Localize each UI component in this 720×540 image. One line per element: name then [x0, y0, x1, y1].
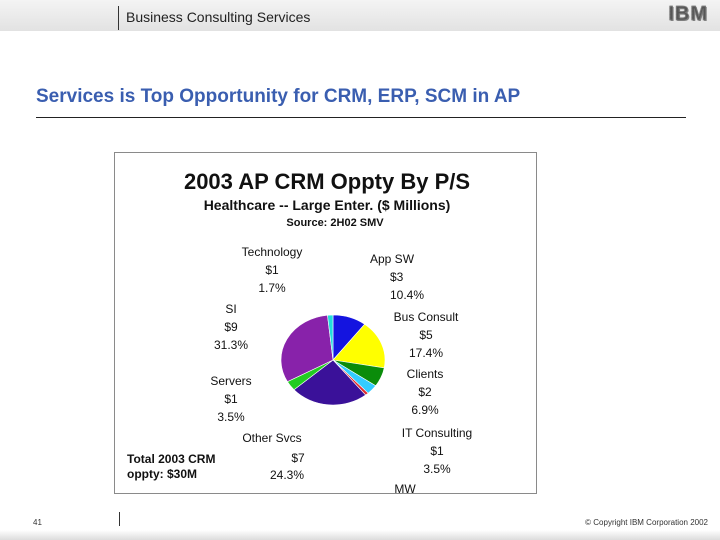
slice-value-app-sw: $3	[390, 270, 404, 284]
slice-label-app-sw: App SW	[370, 252, 415, 266]
slice-percent-technology: 1.7%	[258, 281, 286, 295]
chart-frame: 2003 AP CRM Oppty By P/S Healthcare -- L…	[114, 152, 537, 494]
slice-percent-bus-consult: 17.4%	[409, 346, 443, 360]
slice-value-it-consulting: $1	[430, 444, 444, 458]
total-note-line1: Total 2003 CRM	[127, 452, 215, 466]
footer-divider	[119, 512, 120, 526]
slice-percent-si: 31.3%	[214, 338, 248, 352]
slice-percent-app-sw: 10.4%	[390, 288, 424, 302]
footer-bar	[0, 530, 720, 540]
pie-slice-other-svcs	[293, 359, 367, 406]
pie-chart: 2003 AP CRM Oppty By P/S Healthcare -- L…	[127, 169, 472, 493]
header-divider	[118, 6, 119, 30]
ibm-logo: IBM	[668, 3, 708, 26]
slide-title: Services is Top Opportunity for CRM, ERP…	[36, 86, 521, 107]
slice-value-other-svcs: $7	[291, 451, 305, 465]
slice-percent-other-svcs: 24.3%	[270, 468, 304, 482]
pie-slice-bus-consult	[332, 323, 386, 369]
slice-label-technology: Technology	[242, 245, 303, 259]
pie-slice-technology	[327, 314, 334, 361]
slice-label-bus-consult: Bus Consult	[394, 310, 459, 324]
slice-value-bus-consult: $5	[419, 328, 433, 342]
header-bar: Business Consulting Services IBM	[0, 0, 720, 31]
chart-subtitle: Healthcare -- Large Enter. ($ Millions)	[204, 197, 451, 213]
slice-value-technology: $1	[265, 263, 279, 277]
total-note-line2: oppty: $30M	[127, 467, 197, 481]
slice-label-it-consulting: IT Consulting	[402, 426, 472, 440]
slice-label-clients: Clients	[407, 367, 444, 381]
slice-label-si: SI	[225, 302, 236, 316]
pie-slice-si	[280, 314, 334, 383]
slice-label-other-svcs: Other Svcs	[242, 431, 301, 445]
slice-label-mw: MW	[394, 482, 416, 493]
header-title: Business Consulting Services	[126, 9, 311, 25]
chart-source: Source: 2H02 SMV	[286, 217, 384, 229]
copyright-notice: © Copyright IBM Corporation 2002	[585, 518, 708, 527]
slice-label-servers: Servers	[210, 374, 251, 388]
slice-value-si: $9	[224, 320, 238, 334]
slice-percent-it-consulting: 3.5%	[423, 462, 451, 476]
slice-value-clients: $2	[418, 385, 432, 399]
title-rule	[36, 117, 686, 118]
slice-percent-clients: 6.9%	[411, 403, 439, 417]
slice-value-servers: $1	[224, 392, 238, 406]
page-number: 41	[33, 518, 42, 527]
chart-title: 2003 AP CRM Oppty By P/S	[184, 169, 470, 194]
ibm-logo-text: IBM	[668, 3, 708, 26]
slice-percent-servers: 3.5%	[217, 410, 245, 424]
